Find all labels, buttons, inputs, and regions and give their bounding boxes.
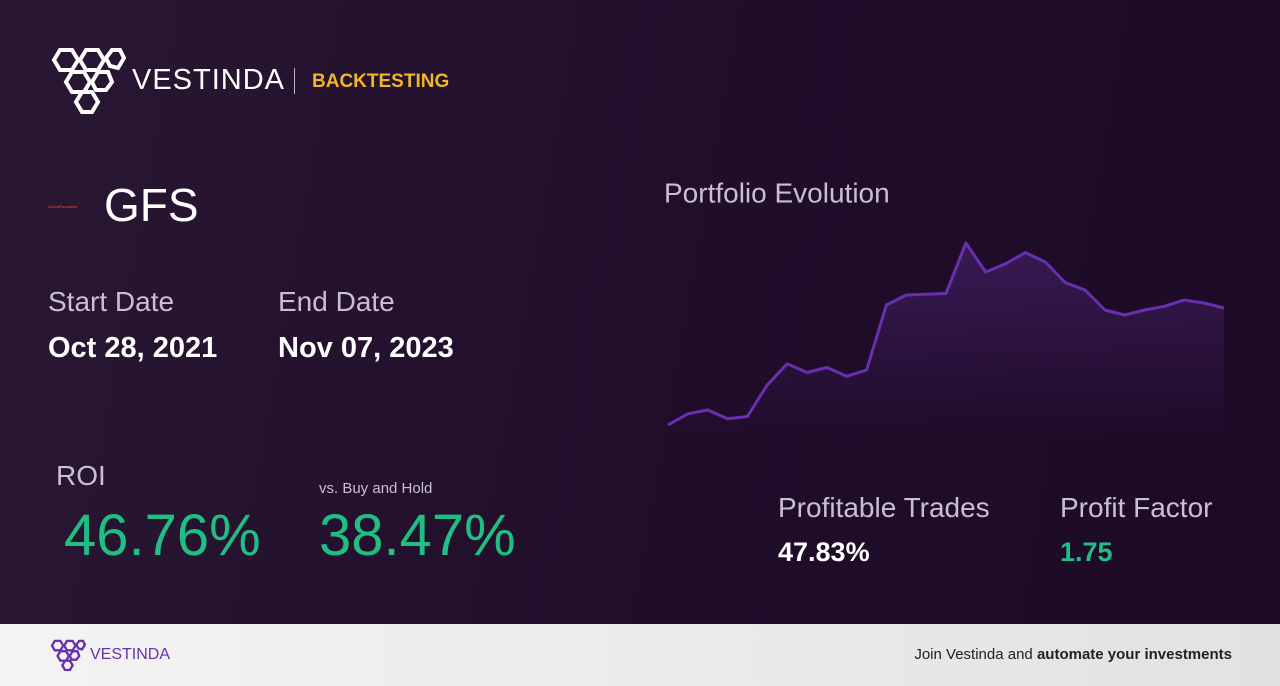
cta-bold: automate your investments [1036,646,1232,663]
footer-cta: Join Vestinda and automate your investme… [914,646,1232,663]
profit-factor-value: 1.75 [1060,537,1113,567]
ticker: GFS [104,179,199,231]
profitable-value: 47.83% [778,537,870,567]
start-value: Oct 28, 2021 [48,332,218,364]
stock-logo: GlobalFoundries [48,204,78,209]
footer: VESTINDA Join Vestinda and automate your… [0,624,1280,686]
profitable-label: Profitable Trades [778,492,990,523]
start-label: Start Date [48,286,175,317]
chart: Portfolio Evolution [664,177,1225,438]
roi-label: ROI [56,460,106,491]
line [667,241,1225,427]
end-label: End Date [278,286,395,317]
buy-hold-label: vs. Buy and Hold [319,480,433,497]
roi-value: 46.76% [64,503,261,568]
brand-logo [51,48,126,114]
footer-brand: VESTINDA [90,646,171,663]
profit-factor-label: Profit Factor [1060,492,1213,523]
section: BACKTESTING [312,71,450,92]
cta-text: Join Vestinda and [914,646,1033,663]
buy-hold-value: 38.47% [319,503,516,568]
footer-logo [50,639,86,671]
brand: VESTINDA [132,64,286,96]
end-value: Nov 07, 2023 [278,332,454,364]
divider [294,68,295,94]
chart-title: Portfolio Evolution [664,177,890,208]
